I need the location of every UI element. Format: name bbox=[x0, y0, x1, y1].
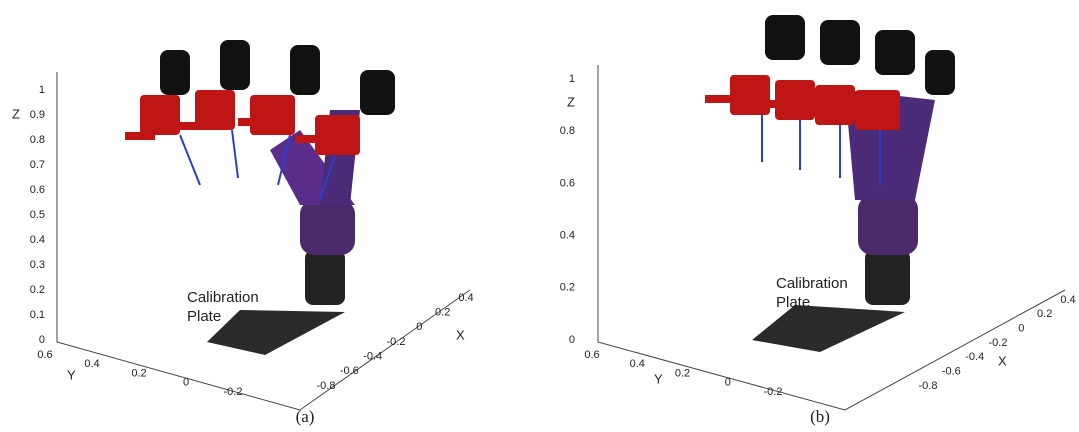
x-tick-label: 0.4 bbox=[458, 292, 473, 304]
y-tick-label: 0.2 bbox=[675, 367, 690, 379]
annotation: Calibration bbox=[187, 289, 259, 306]
z-tick-label: 0.6 bbox=[30, 184, 45, 196]
y-tick-label: 0.4 bbox=[630, 358, 645, 370]
robot-base bbox=[305, 250, 345, 305]
z-tick-label: 0.3 bbox=[30, 259, 45, 271]
annotation: Plate bbox=[187, 308, 221, 325]
panel-a-graphics bbox=[57, 40, 470, 410]
y-tick-label: 0 bbox=[725, 377, 731, 389]
caption: (b) bbox=[810, 407, 830, 426]
x-tick-label: -0.6 bbox=[942, 366, 961, 378]
caption: (a) bbox=[296, 407, 315, 426]
x-tick-label: 0.4 bbox=[1060, 294, 1075, 306]
z-axis-label: Z bbox=[12, 106, 20, 121]
z-tick-label: 0.4 bbox=[30, 234, 45, 246]
z-tick-label: 0.4 bbox=[560, 230, 575, 242]
y-tick-label: 0.6 bbox=[584, 349, 599, 361]
z-tick-label: 0.2 bbox=[560, 282, 575, 294]
z-tick-label: 0.2 bbox=[30, 284, 45, 296]
robot-body bbox=[300, 200, 355, 255]
calibration-plate bbox=[207, 310, 345, 355]
z-tick-label: 0.5 bbox=[30, 209, 45, 221]
z-tick-label: 0.7 bbox=[30, 159, 45, 171]
x-tick-label: -0.4 bbox=[363, 351, 382, 363]
annotation: Calibration bbox=[776, 275, 848, 292]
x-tick-label: 0.2 bbox=[1037, 308, 1052, 320]
z-tick-label: 0.6 bbox=[560, 177, 575, 189]
figure: 0 0.1 0.2 0.3 0.4 0.5 0.6 0.7 0.8 0.9 1 -0.8 -0.6 -0.… bbox=[0, 0, 1079, 432]
y-axis-label: Y bbox=[654, 371, 663, 386]
x-tick-label: -0.8 bbox=[317, 380, 336, 392]
z-tick-label: 0.8 bbox=[560, 125, 575, 137]
z-tick-label: 0.1 bbox=[30, 309, 45, 321]
calibration-plate bbox=[752, 305, 905, 352]
y-tick-label: 0.6 bbox=[37, 349, 52, 361]
y-tick-label: 0.2 bbox=[131, 367, 146, 379]
panel-b-graphics bbox=[598, 15, 1065, 410]
z-tick-label: 0.9 bbox=[30, 109, 45, 121]
x-tick-label: 0 bbox=[416, 321, 422, 333]
x-tick-label: -0.2 bbox=[387, 336, 406, 348]
robot-base bbox=[865, 250, 910, 305]
x-tick-label: -0.4 bbox=[965, 351, 984, 363]
y-tick-label: 0.4 bbox=[84, 358, 99, 370]
x-tick-label: -0.8 bbox=[919, 380, 938, 392]
z-axis-label: Z bbox=[567, 94, 575, 109]
z-tick-label: 0.8 bbox=[30, 134, 45, 146]
annotation: Plate bbox=[776, 294, 810, 311]
y-tick-label: 0 bbox=[183, 377, 189, 389]
x-axis-label: X bbox=[456, 327, 465, 342]
y-tick-label: -0.2 bbox=[224, 386, 243, 398]
x-tick-label: -0.2 bbox=[989, 337, 1008, 349]
z-tick-label: 0 bbox=[39, 334, 45, 346]
robot-grippers bbox=[125, 90, 360, 155]
z-tick-label: 1 bbox=[39, 84, 45, 96]
robot-grippers bbox=[705, 75, 900, 130]
x-tick-label: 0 bbox=[1018, 323, 1024, 335]
x-tick-label: -0.6 bbox=[340, 365, 359, 377]
z-tick-label: 1 bbox=[569, 73, 575, 85]
y-tick-label: -0.2 bbox=[764, 386, 783, 398]
x-tick-label: 0.2 bbox=[435, 307, 450, 319]
x-axis-label: X bbox=[998, 353, 1007, 368]
z-tick-label: 0 bbox=[569, 334, 575, 346]
y-axis-label: Y bbox=[67, 367, 76, 382]
robot-body bbox=[858, 195, 918, 255]
